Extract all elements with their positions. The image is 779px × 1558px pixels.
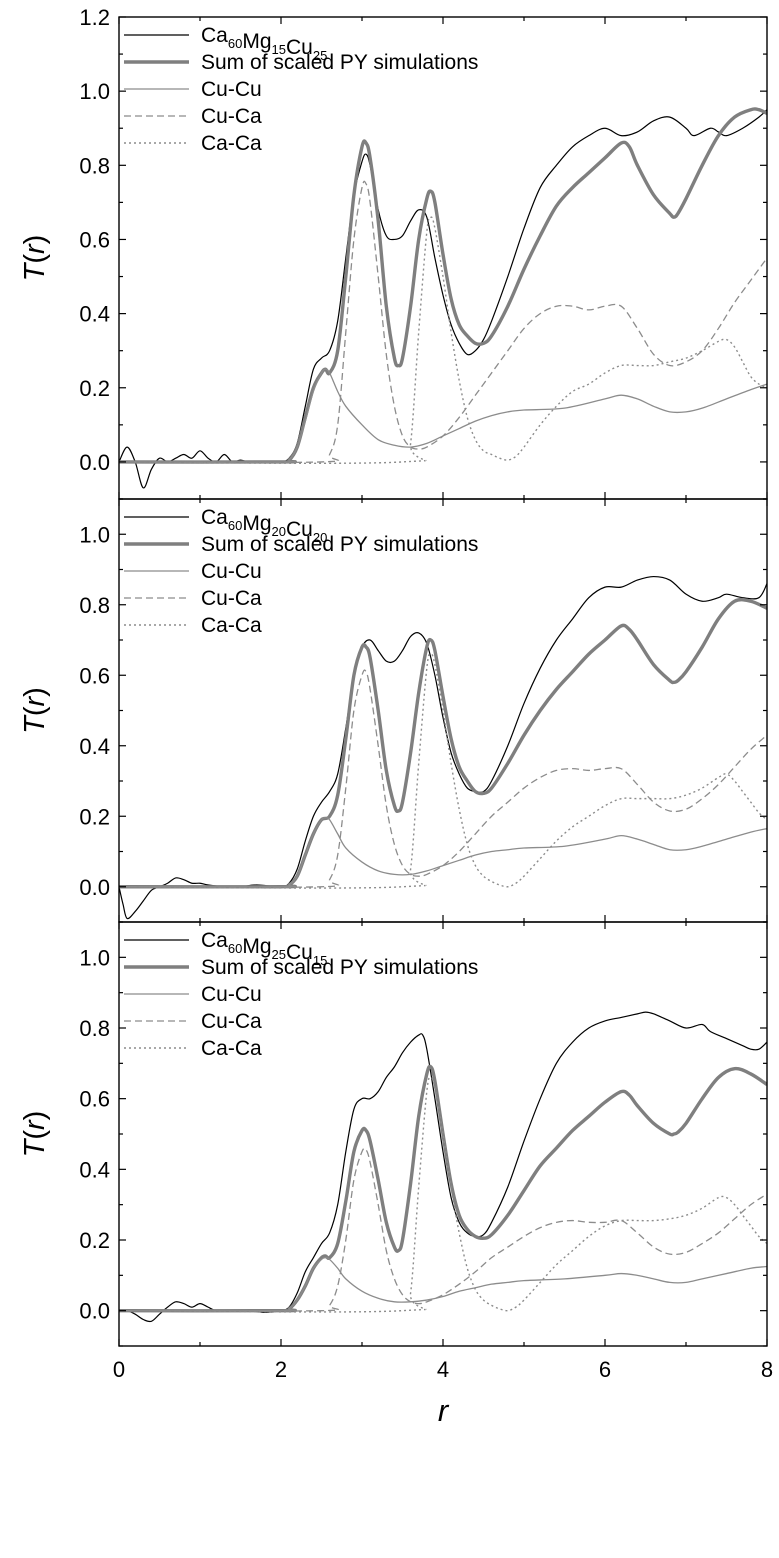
series-line-cu-cu bbox=[119, 1257, 767, 1312]
legend-label-ca60mg15cu25: Ca60Mg15Cu25 bbox=[201, 24, 327, 63]
series-line-sum-of-scaled-py-simulations bbox=[119, 597, 767, 889]
series-line-ca-ca bbox=[119, 1076, 767, 1313]
x-tick-label: 2 bbox=[275, 1357, 287, 1382]
x-tick-label: 6 bbox=[599, 1357, 611, 1382]
legend-label-ca-ca: Ca-Ca bbox=[201, 132, 262, 155]
y-axis-label: T(r) bbox=[19, 235, 51, 282]
y-tick-label: 0.4 bbox=[79, 1157, 110, 1182]
legend-label-sum-of-scaled-py-simulations: Sum of scaled PY simulations bbox=[201, 51, 478, 74]
x-tick-label: 4 bbox=[437, 1357, 449, 1382]
y-tick-label: 0.6 bbox=[79, 1087, 110, 1112]
series-line-sum-of-scaled-py-simulations bbox=[119, 1064, 767, 1313]
series-group bbox=[119, 1011, 767, 1323]
y-axis-label: T(r) bbox=[19, 687, 51, 734]
legend-label-cu-ca: Cu-Ca bbox=[201, 105, 262, 128]
y-tick-label: 0.6 bbox=[79, 227, 110, 252]
y-tick-label: 0.2 bbox=[79, 1228, 110, 1253]
series-group bbox=[119, 575, 767, 920]
legend-label-sum-of-scaled-py-simulations: Sum of scaled PY simulations bbox=[201, 533, 478, 556]
legend-label-cu-ca: Cu-Ca bbox=[201, 587, 262, 610]
panel-3: 0.0 0.2 0.4 0.6 0.8 1.0 0 2 4 6 8 T(r) Ca60Mg25Cu15S… bbox=[19, 921, 773, 1428]
panel-1: 0.0 0.2 0.4 0.6 0.8 1.0 1.2 T(r) Ca60Mg15Cu25Sum… bbox=[19, 5, 768, 500]
legend-label-ca60mg25cu15: Ca60Mg25Cu15 bbox=[201, 929, 327, 968]
y-tick-label: 0.8 bbox=[79, 153, 110, 178]
y-tick-label: 0.4 bbox=[79, 302, 110, 327]
y-tick-label: 0.0 bbox=[79, 450, 110, 475]
legend-label-ca60mg20cu20: Ca60Mg20Cu20 bbox=[201, 506, 327, 545]
series-line-cu-ca bbox=[119, 669, 767, 888]
y-tick-label: 0.2 bbox=[79, 376, 110, 401]
legend-label-ca-ca: Ca-Ca bbox=[201, 1037, 262, 1060]
y-tick-label: 0.8 bbox=[79, 593, 110, 618]
series-group bbox=[119, 107, 767, 489]
series-line-cu-ca bbox=[119, 180, 767, 464]
y-tick-label: 0.8 bbox=[79, 1016, 110, 1041]
series-line-ca60mg15cu25 bbox=[119, 109, 767, 489]
y-axis-label: T(r) bbox=[19, 1111, 51, 1158]
y-tick-label: 1.0 bbox=[79, 79, 110, 104]
y-tick-label: 1.2 bbox=[79, 5, 110, 30]
legend-label-ca-ca: Ca-Ca bbox=[201, 614, 262, 637]
legend-label-cu-cu: Cu-Cu bbox=[201, 560, 262, 583]
x-tick-label: 8 bbox=[761, 1357, 773, 1382]
series-line-ca60mg20cu20 bbox=[119, 575, 767, 920]
x-axis-label: r bbox=[438, 1393, 450, 1428]
series-line-ca-ca bbox=[119, 653, 767, 889]
series-line-sum-of-scaled-py-simulations bbox=[119, 107, 767, 464]
series-line-cu-ca bbox=[119, 1147, 767, 1312]
y-tick-label: 1.0 bbox=[79, 945, 110, 970]
x-tick-label: 0 bbox=[113, 1357, 125, 1382]
legend-label-cu-cu: Cu-Cu bbox=[201, 983, 262, 1006]
series-line-cu-cu bbox=[119, 368, 767, 463]
series-line-ca60mg25cu15 bbox=[119, 1011, 767, 1323]
y-tick-label: 0.2 bbox=[79, 804, 110, 829]
y-tick-label: 0.0 bbox=[79, 875, 110, 900]
y-tick-label: 0.6 bbox=[79, 663, 110, 688]
y-tick-label: 1.0 bbox=[79, 522, 110, 547]
y-tick-label: 0.4 bbox=[79, 734, 110, 759]
legend-label-cu-cu: Cu-Cu bbox=[201, 78, 262, 101]
series-line-ca-ca bbox=[119, 216, 767, 464]
legend-label-cu-ca: Cu-Ca bbox=[201, 1010, 262, 1033]
y-tick-label: 0.0 bbox=[79, 1299, 110, 1324]
series-line-cu-cu bbox=[119, 817, 767, 888]
legend-label-sum-of-scaled-py-simulations: Sum of scaled PY simulations bbox=[201, 956, 478, 979]
